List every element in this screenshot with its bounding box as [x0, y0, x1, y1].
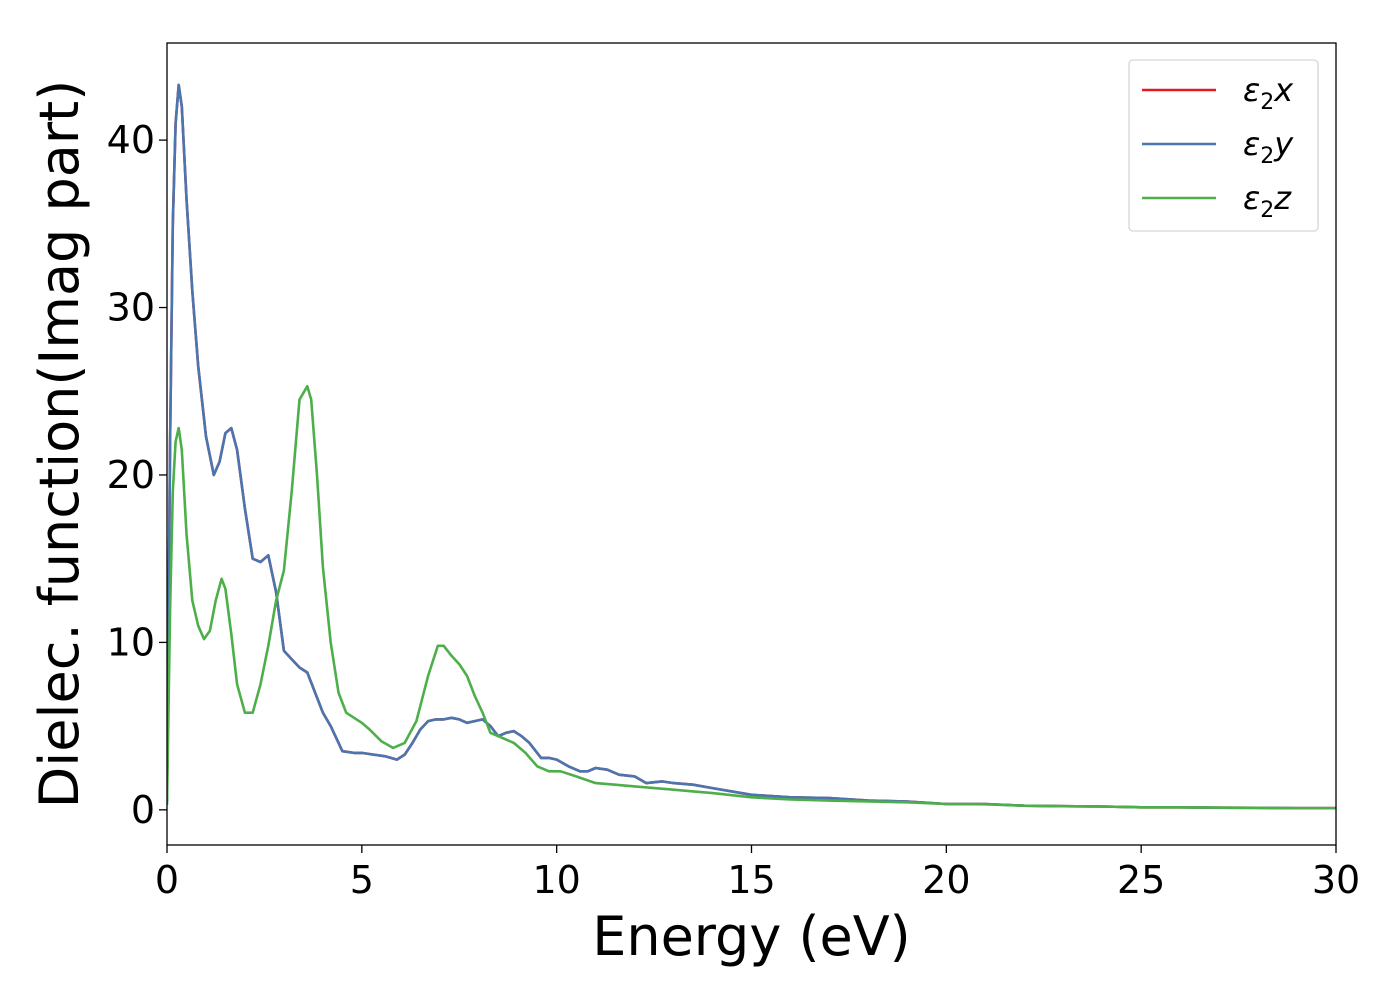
y-tick-label: 40	[107, 118, 155, 162]
x-tick-label: 30	[1312, 858, 1360, 902]
x-tick-label: 10	[532, 858, 580, 902]
y-tick-label: 10	[107, 620, 155, 664]
x-tick-label: 25	[1117, 858, 1165, 902]
legend-label-z: ε2z	[1243, 179, 1292, 223]
x-tick-label: 15	[727, 858, 775, 902]
y-tick-label: 30	[107, 286, 155, 330]
legend-label-y: ε2y	[1243, 125, 1294, 169]
series-line-y	[167, 83, 1336, 810]
x-tick-label: 0	[155, 858, 179, 902]
series-layer	[167, 83, 1336, 810]
series-line-z	[167, 384, 1336, 810]
legend: ε2x ε2y ε2z	[1128, 59, 1319, 232]
y-tick-label: 0	[131, 788, 155, 832]
y-axis-ticks: 0 10 20 30 40	[107, 118, 167, 832]
x-axis-title: Energy (eV)	[592, 905, 911, 968]
x-tick-label: 5	[350, 858, 374, 902]
y-tick-label: 20	[107, 453, 155, 497]
legend-label-x: ε2x	[1243, 71, 1294, 115]
y-axis-title: Dielec. function(Imag part)	[28, 80, 91, 809]
x-axis-ticks: 0 5 10 15 20 25 30	[155, 845, 1360, 902]
legend-box	[1128, 59, 1319, 232]
x-tick-label: 20	[922, 858, 970, 902]
